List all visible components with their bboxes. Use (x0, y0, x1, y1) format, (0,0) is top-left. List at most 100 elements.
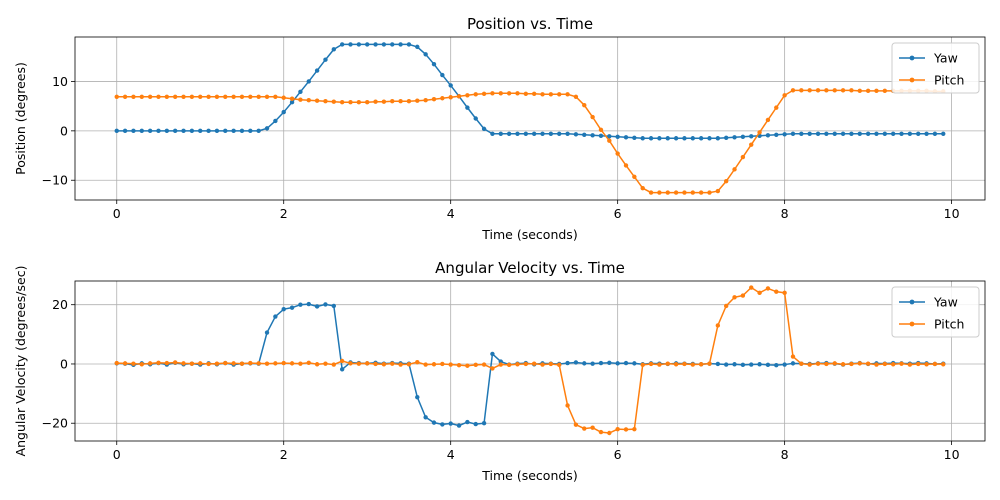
data-point-pitch (932, 361, 938, 367)
data-point-pitch (907, 362, 913, 367)
data-point-pitch (657, 190, 662, 195)
data-point-pitch (673, 190, 679, 195)
data-point-yaw (314, 68, 320, 73)
data-point-pitch (440, 361, 445, 367)
data-point-pitch (214, 361, 220, 366)
data-point-pitch (740, 293, 746, 298)
data-point-yaw (799, 131, 804, 137)
series-line-yaw (116, 43, 944, 140)
data-point-yaw (557, 131, 562, 137)
data-point-yaw (765, 362, 771, 368)
data-point-pitch (423, 98, 428, 103)
x-axis-label: Time (seconds) (481, 227, 577, 242)
data-point-pitch (849, 88, 854, 93)
data-point-pitch (790, 88, 796, 93)
data-point-pitch (565, 403, 570, 408)
x-tick-label: 10 (944, 447, 960, 462)
data-point-pitch (815, 361, 821, 366)
data-point-yaw (281, 109, 286, 115)
data-point-pitch (198, 94, 203, 99)
position-chart: 0 2 4 6 8 10 −10 0 10 Position vs. Time Time (seco… (13, 15, 986, 242)
data-point-pitch (373, 361, 378, 367)
data-point-yaw (172, 128, 178, 134)
data-point-yaw (832, 131, 837, 137)
data-point-pitch (440, 96, 445, 101)
velocity-chart: 0 2 4 6 8 10 −20 0 20 Angular Velocity vs. Time Ti… (13, 259, 986, 483)
data-point-yaw (723, 135, 729, 140)
data-point-yaw (381, 42, 387, 47)
data-point-pitch (406, 362, 412, 367)
data-point-pitch (456, 94, 462, 99)
data-point-pitch (774, 105, 779, 110)
data-point-yaw (590, 133, 595, 138)
data-point-pitch (690, 362, 695, 367)
data-point-yaw (440, 72, 445, 78)
data-point-pitch (531, 91, 537, 97)
data-point-pitch (381, 362, 387, 367)
legend: Yaw Pitch (891, 42, 980, 94)
data-point-yaw (907, 131, 913, 137)
data-point-pitch (181, 361, 186, 366)
data-point-yaw (181, 128, 186, 134)
data-point-pitch (698, 190, 704, 195)
x-tick-label: 8 (781, 447, 789, 462)
data-point-pitch (390, 361, 395, 366)
data-point-yaw (899, 131, 904, 137)
data-point-pitch (865, 88, 871, 94)
data-point-pitch (824, 361, 829, 367)
data-point-pitch (723, 303, 729, 309)
data-point-yaw (865, 131, 871, 137)
data-point-pitch (648, 361, 654, 367)
data-point-yaw (623, 135, 629, 140)
data-point-yaw (673, 136, 679, 141)
data-point-pitch (273, 361, 278, 366)
data-point-pitch (582, 426, 587, 431)
data-point-yaw (189, 128, 195, 134)
data-point-yaw (690, 136, 695, 141)
data-point-yaw (306, 79, 311, 84)
data-point-pitch (415, 359, 420, 365)
data-point-pitch (548, 92, 554, 97)
data-point-pitch (632, 174, 637, 179)
data-point-pitch (774, 289, 779, 294)
data-point-pitch (465, 93, 470, 98)
data-point-yaw (473, 421, 478, 427)
data-point-yaw (840, 131, 846, 137)
data-point-pitch (122, 361, 128, 366)
data-point-pitch (882, 361, 888, 367)
data-point-yaw (640, 136, 645, 141)
data-point-pitch (657, 362, 662, 367)
data-point-yaw (273, 118, 278, 124)
data-point-pitch (573, 94, 579, 99)
data-point-yaw (715, 136, 721, 141)
chart-title: Angular Velocity vs. Time (435, 259, 625, 277)
data-point-yaw (440, 422, 445, 427)
data-point-yaw (415, 44, 420, 50)
data-point-pitch (498, 362, 503, 367)
data-point-yaw (390, 42, 395, 47)
y-tick-label: 0 (60, 123, 68, 138)
data-point-pitch (231, 361, 236, 366)
data-point-pitch (749, 285, 754, 290)
data-point-yaw (565, 360, 570, 366)
data-point-yaw (289, 305, 295, 310)
data-point-yaw (298, 89, 303, 95)
data-point-yaw (214, 128, 220, 134)
data-point-yaw (456, 423, 462, 428)
data-point-pitch (849, 361, 854, 367)
data-point-yaw (782, 132, 787, 137)
data-point-pitch (732, 167, 737, 172)
data-point-pitch (289, 361, 295, 366)
x-tick-label: 0 (113, 447, 121, 462)
data-point-pitch (506, 362, 512, 368)
data-point-pitch (665, 361, 670, 366)
legend-marker-yaw (909, 299, 915, 305)
data-point-yaw (615, 134, 620, 139)
data-point-pitch (264, 94, 270, 99)
data-point-yaw (790, 361, 796, 366)
data-point-pitch (573, 422, 579, 427)
data-point-yaw (448, 421, 453, 426)
data-point-yaw (598, 133, 604, 138)
data-point-yaw (498, 131, 503, 137)
data-point-pitch (899, 361, 904, 366)
